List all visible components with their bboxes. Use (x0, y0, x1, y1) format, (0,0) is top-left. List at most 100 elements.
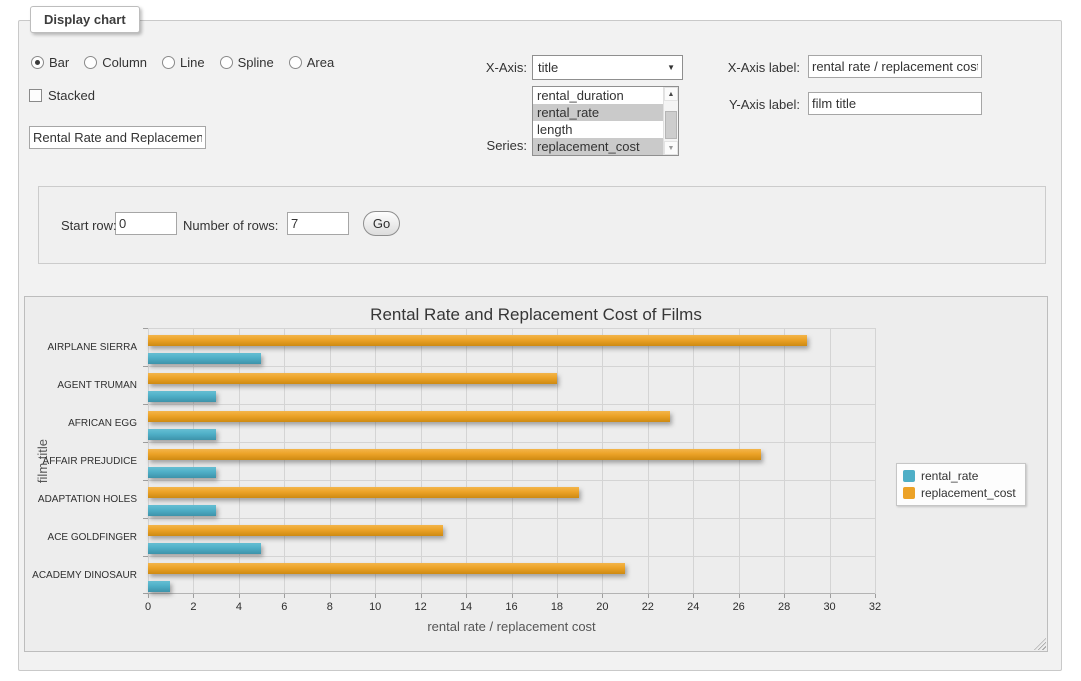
radio-icon[interactable] (162, 56, 176, 69)
gridline (148, 518, 875, 519)
bar-group-ace-goldfinger (148, 518, 875, 556)
x-tick-label: 24 (687, 601, 700, 613)
gridline (738, 328, 740, 594)
x-tick-label: 8 (326, 601, 333, 613)
x-axis-label-input[interactable] (808, 55, 982, 78)
num-rows-input[interactable] (287, 212, 349, 235)
resize-grip-icon[interactable] (1034, 638, 1046, 650)
y-tick-mark (143, 365, 148, 367)
category-axis-labels: AIRPLANE SIERRA AGENT TRUMAN AFRICAN EGG AF… (25, 328, 143, 594)
x-axis-select[interactable]: title ▼ (532, 55, 683, 80)
gridline (693, 328, 695, 594)
bar-group-affair-prejudice (148, 442, 875, 480)
gridline (466, 328, 468, 594)
x-tick-mark (693, 594, 695, 598)
x-tick-mark (784, 594, 786, 598)
chart-type-radio-group: Bar Column Line Spline Area (31, 55, 334, 70)
plot-area (148, 328, 876, 594)
radio-icon[interactable] (31, 56, 44, 69)
gridline (784, 328, 786, 594)
bar-replacement_cost (148, 411, 671, 422)
y-tick-mark (143, 593, 148, 594)
x-tick-label: 20 (596, 601, 609, 613)
scrollbar-thumb[interactable] (665, 111, 677, 139)
x-axis-tick-labels: 0 2 4 6 8 10 12 14 16 18 20 22 24 26 28 30 32 (144, 601, 881, 615)
stacked-checkbox[interactable] (29, 89, 42, 102)
gridline (148, 556, 875, 557)
bar-replacement_cost (148, 335, 807, 346)
gridline (875, 328, 876, 594)
x-tick-label: 28 (778, 601, 791, 613)
series-option-rental_duration[interactable]: rental_duration (537, 88, 624, 103)
x-tick-label: 16 (505, 601, 518, 613)
x-tick-mark (420, 594, 422, 598)
x-tick-label: 30 (823, 601, 836, 613)
legend-label: rental_rate (921, 469, 979, 483)
stacked-checkbox-row[interactable]: Stacked (29, 88, 95, 103)
bar-replacement_cost (148, 525, 444, 536)
x-tick-label: 0 (144, 601, 152, 613)
chart-type-radio-area[interactable]: Area (288, 55, 334, 70)
bar-replacement_cost (148, 449, 762, 460)
x-tick-mark (875, 594, 876, 598)
x-tick-mark (556, 594, 558, 598)
gridline (329, 328, 331, 594)
x-tick-mark (375, 594, 377, 598)
chart-title: Rental Rate and Replacement Cost of Film… (370, 305, 702, 324)
series-option-length[interactable]: length (537, 122, 573, 137)
y-axis-ticks (143, 328, 148, 594)
series-option-replacement_cost[interactable]: replacement_cost (533, 138, 663, 155)
x-tick-label: 4 (235, 601, 242, 613)
series-listbox[interactable]: rental_duration rental_rate length replacem… (532, 86, 679, 156)
stacked-checkbox-label: Stacked (48, 88, 95, 103)
bar-replacement_cost (148, 373, 557, 384)
chart-type-radio-line[interactable]: Line (162, 55, 205, 70)
x-tick-mark (284, 594, 286, 598)
y-tick-mark (143, 403, 148, 405)
chart-type-radio-column[interactable]: Column (84, 55, 147, 70)
x-tick-label: 6 (281, 601, 288, 613)
y-axis-label-input[interactable] (808, 92, 982, 115)
legend-swatch-icon (903, 470, 915, 482)
category-label: ACADEMY DINOSAUR (32, 569, 137, 581)
y-tick-mark (143, 328, 148, 329)
legend-swatch-icon (903, 487, 915, 499)
chart-type-radio-spline[interactable]: Spline (219, 55, 274, 70)
bar-group-airplane-sierra (148, 328, 875, 366)
chart-type-radio-bar[interactable]: Bar (31, 55, 69, 70)
go-button[interactable]: Go (363, 211, 400, 236)
start-row-input[interactable] (115, 212, 177, 235)
radio-icon[interactable] (219, 56, 233, 69)
legend-label: replacement_cost (921, 486, 1016, 500)
gridline (375, 328, 377, 594)
x-tick-label: 10 (369, 601, 382, 613)
listbox-scrollbar[interactable]: ▲ ▼ (663, 87, 678, 155)
series-option-rental_rate[interactable]: rental_rate (533, 104, 663, 121)
x-tick-mark (148, 594, 149, 598)
y-axis-label-label: Y-Axis label: (728, 97, 800, 112)
legend-item-rental_rate[interactable]: rental_rate (903, 469, 1016, 483)
x-tick-mark (738, 594, 740, 598)
radio-icon[interactable] (288, 56, 302, 69)
x-axis-select-value: title (538, 60, 559, 75)
bar-rental_rate (148, 467, 216, 478)
x-axis-label-label: X-Axis label: (727, 60, 800, 75)
x-tick-label: 14 (459, 601, 473, 613)
radio-label: Line (180, 55, 205, 70)
radio-icon[interactable] (84, 56, 98, 69)
y-tick-mark (143, 479, 148, 481)
scroll-up-icon[interactable]: ▲ (664, 87, 678, 101)
bar-rental_rate (148, 581, 171, 592)
gridline (647, 328, 649, 594)
row-controls-panel: Start row: Number of rows: Go (38, 186, 1046, 264)
x-tick-label: 22 (641, 601, 654, 613)
legend-item-replacement_cost[interactable]: replacement_cost (903, 486, 1016, 500)
gridline (511, 328, 513, 594)
chart-title-input[interactable] (29, 126, 206, 149)
scroll-down-icon[interactable]: ▼ (664, 141, 678, 155)
fieldset-legend-title: Display chart (30, 6, 140, 33)
bar-replacement_cost (148, 487, 580, 498)
bar-rental_rate (148, 505, 216, 516)
x-tick-mark (466, 594, 468, 598)
